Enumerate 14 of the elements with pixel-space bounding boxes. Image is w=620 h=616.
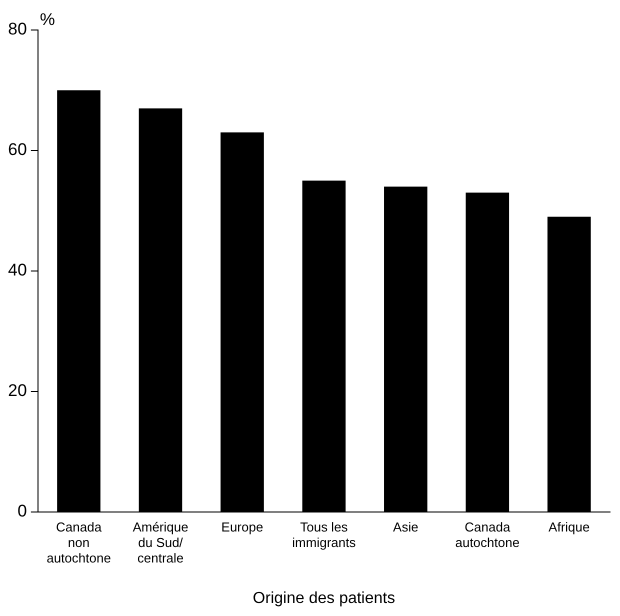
- y-tick-label: 20: [8, 381, 27, 400]
- x-axis-title: Origine des patients: [252, 590, 396, 607]
- y-tick-label: 80: [8, 20, 27, 39]
- y-tick-label: 60: [8, 140, 27, 160]
- y-axis-title: %: [40, 10, 56, 30]
- x-tick-label: Tous les immigrants: [292, 519, 356, 550]
- x-tick-label: Amérique du Sud/ centrale: [132, 519, 188, 566]
- x-tick-label: Canada autochtone: [455, 519, 520, 550]
- y-tick-label: 40: [8, 260, 27, 280]
- y-tick-label: 0: [17, 502, 27, 521]
- x-tick-label: Asie: [393, 519, 418, 534]
- x-tick-label: Afrique: [548, 519, 590, 534]
- x-tick-label: Europe: [221, 519, 264, 534]
- x-tick-label: Canada non autochtone: [46, 519, 111, 566]
